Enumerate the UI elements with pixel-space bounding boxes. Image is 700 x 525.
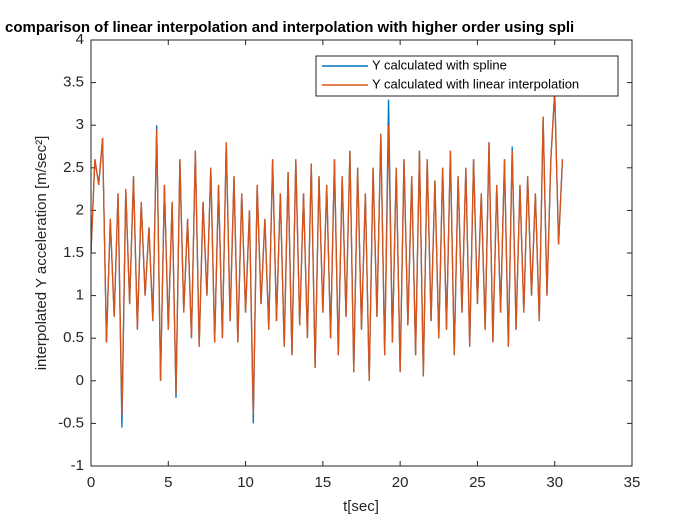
y-tick-label: 2	[76, 201, 84, 218]
x-tick-label: 0	[87, 474, 95, 491]
y-tick-label: -0.5	[58, 414, 84, 431]
x-tick-label: 25	[469, 474, 486, 491]
x-axis-label: t[sec]	[343, 498, 379, 515]
y-tick-label: 3	[76, 116, 84, 133]
x-tick-label: 20	[392, 474, 409, 491]
x-tick-label: 10	[237, 474, 254, 491]
x-tick-label: 5	[164, 474, 172, 491]
legend-label: Y calculated with linear interpolation	[372, 76, 579, 91]
y-tick-label: 1	[76, 287, 84, 304]
y-tick-label: 4	[76, 31, 84, 48]
x-tick-label: 35	[624, 474, 641, 491]
chart-title: comparison of linear interpolation and i…	[5, 19, 574, 36]
legend-label: Y calculated with spline	[372, 57, 507, 72]
axes-box	[90, 39, 633, 467]
series-line	[91, 91, 564, 415]
y-tick-label: 0	[76, 372, 84, 389]
y-tick-label: 0.5	[63, 329, 84, 346]
y-tick-label: 3.5	[63, 74, 84, 91]
legend-box	[315, 55, 619, 97]
x-tick-label: 15	[315, 474, 332, 491]
y-tick-label: -1	[71, 457, 84, 474]
y-axis-label: interpolated Y acceleration [m/sec²]	[33, 136, 50, 371]
x-tick-label: 30	[546, 474, 563, 491]
y-tick-label: 1.5	[63, 244, 84, 261]
y-tick-label: 2.5	[63, 159, 84, 176]
